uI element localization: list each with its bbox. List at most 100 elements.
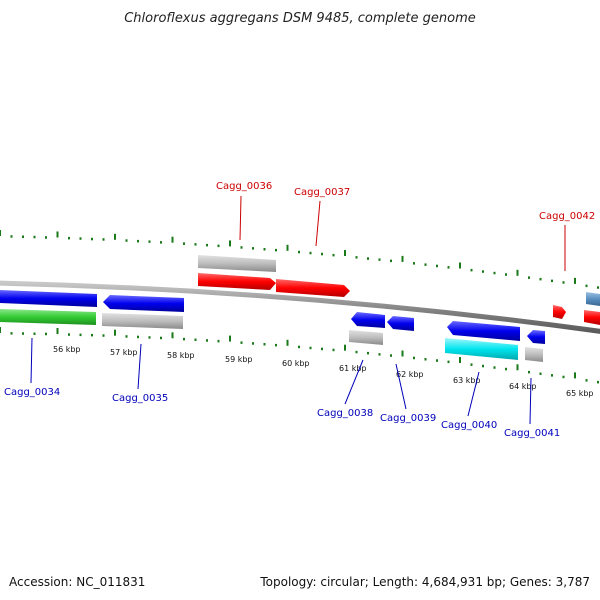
gene-right-edge-steel[interactable] bbox=[586, 292, 600, 306]
minor-tick bbox=[309, 346, 312, 350]
minor-tick bbox=[137, 239, 139, 243]
leader-line bbox=[529, 377, 532, 425]
minor-tick bbox=[367, 351, 369, 355]
minor-tick bbox=[539, 277, 542, 281]
gene-cagg-0041[interactable] bbox=[527, 330, 545, 344]
minor-tick bbox=[194, 338, 197, 341]
gene-cagg-0039[interactable] bbox=[387, 316, 414, 331]
gene-label-cagg-0042[interactable]: Cagg_0042 bbox=[539, 211, 595, 222]
gene-label-cagg-0040[interactable]: Cagg_0040 bbox=[441, 420, 497, 431]
major-tick bbox=[574, 277, 576, 284]
minor-tick bbox=[355, 256, 358, 259]
gene-label-cagg-0038[interactable]: Cagg_0038 bbox=[317, 408, 373, 419]
gene-label-cagg-0037[interactable]: Cagg_0037 bbox=[294, 187, 350, 198]
scale-tick-label: 57 kbp bbox=[110, 348, 138, 357]
scale-tick-label: 65 kbp bbox=[566, 389, 594, 398]
minor-tick bbox=[562, 375, 565, 379]
gene-cagg-0041-rna[interactable] bbox=[525, 347, 543, 362]
major-tick bbox=[229, 335, 231, 342]
minor-tick bbox=[298, 250, 300, 254]
gene-label-cagg-0036[interactable]: Cagg_0036 bbox=[216, 181, 272, 192]
minor-tick bbox=[298, 345, 300, 349]
gene-label-cagg-0039[interactable]: Cagg_0039 bbox=[380, 413, 436, 424]
major-tick bbox=[0, 230, 1, 236]
minor-tick bbox=[378, 353, 381, 356]
gene-cagg-0035-rna[interactable] bbox=[102, 313, 183, 329]
gene-cagg-0042[interactable] bbox=[553, 305, 566, 319]
minor-tick bbox=[252, 342, 254, 345]
minor-tick bbox=[79, 237, 82, 240]
gene-cagg-0038[interactable] bbox=[351, 312, 385, 328]
scale-tick-label: 63 kbp bbox=[453, 376, 481, 385]
gene-label-cagg-0034[interactable]: Cagg_0034 bbox=[4, 387, 60, 398]
gene-cagg-0034-companion[interactable] bbox=[0, 309, 96, 325]
leader-line bbox=[395, 363, 407, 410]
minor-tick bbox=[125, 335, 128, 338]
minor-tick bbox=[528, 276, 530, 279]
gene-cagg-0038-rna[interactable] bbox=[349, 330, 383, 345]
minor-tick bbox=[470, 363, 473, 366]
minor-tick bbox=[585, 379, 588, 382]
minor-tick bbox=[275, 343, 277, 347]
minor-tick bbox=[482, 364, 484, 368]
gene-cagg-0036[interactable] bbox=[198, 273, 276, 290]
minor-tick bbox=[137, 335, 139, 339]
minor-tick bbox=[217, 339, 220, 343]
gene-cagg-0036-rna[interactable] bbox=[198, 255, 276, 272]
gene-cagg-0040-companion[interactable] bbox=[445, 338, 518, 360]
minor-tick bbox=[160, 336, 162, 340]
genome-summary-text: Topology: circular; Length: 4,684,931 bp… bbox=[259, 575, 590, 589]
minor-tick bbox=[240, 246, 243, 249]
major-tick bbox=[516, 269, 519, 276]
major-tick bbox=[344, 344, 346, 351]
minor-tick bbox=[390, 354, 392, 357]
minor-tick bbox=[148, 240, 151, 243]
major-tick bbox=[344, 250, 346, 256]
minor-tick bbox=[275, 248, 277, 252]
minor-tick bbox=[332, 348, 335, 352]
major-tick bbox=[574, 372, 576, 379]
minor-tick bbox=[252, 247, 254, 250]
bottom-gene-labels: Cagg_0034 Cagg_0035 Cagg_0038 Cagg_0039 … bbox=[4, 337, 560, 439]
leader-line bbox=[30, 337, 33, 384]
scale-tick-label: 61 kbp bbox=[339, 364, 367, 373]
scale-tick-label: 62 kbp bbox=[396, 370, 424, 379]
minor-tick bbox=[102, 334, 105, 337]
gene-cagg-0037[interactable] bbox=[276, 279, 350, 297]
minor-tick bbox=[10, 332, 13, 335]
major-tick bbox=[171, 332, 174, 339]
minor-tick bbox=[436, 264, 438, 268]
minor-tick bbox=[528, 370, 530, 374]
major-tick bbox=[401, 255, 404, 262]
leader-line bbox=[137, 343, 142, 390]
minor-tick bbox=[33, 332, 36, 335]
minor-tick bbox=[390, 259, 392, 263]
scale-tick-label: 56 kbp bbox=[53, 345, 81, 354]
leader-line bbox=[239, 195, 242, 241]
leader-line bbox=[315, 200, 321, 247]
major-tick bbox=[516, 364, 519, 371]
minor-tick bbox=[45, 332, 47, 336]
major-tick bbox=[56, 328, 59, 334]
minor-tick bbox=[102, 238, 105, 241]
minor-tick bbox=[539, 372, 542, 375]
minor-tick bbox=[505, 273, 507, 276]
minor-tick bbox=[217, 244, 220, 248]
gene-cagg-0034[interactable] bbox=[0, 290, 97, 307]
scale-tick-label: 58 kbp bbox=[167, 351, 195, 360]
gene-label-cagg-0041[interactable]: Cagg_0041 bbox=[504, 428, 560, 439]
forward-strand-genes bbox=[198, 255, 600, 325]
gene-cagg-0040[interactable] bbox=[447, 321, 520, 341]
outer-tick-ring bbox=[0, 230, 599, 289]
gene-label-cagg-0035[interactable]: Cagg_0035 bbox=[112, 393, 168, 404]
minor-tick bbox=[10, 235, 13, 238]
minor-tick bbox=[424, 358, 427, 361]
minor-tick bbox=[68, 333, 70, 336]
major-tick bbox=[114, 233, 116, 240]
minor-tick bbox=[447, 360, 450, 364]
gene-cagg-0035[interactable] bbox=[103, 295, 184, 312]
gene-right-edge-red[interactable] bbox=[584, 310, 600, 325]
major-tick bbox=[286, 244, 289, 251]
minor-tick bbox=[597, 380, 599, 384]
